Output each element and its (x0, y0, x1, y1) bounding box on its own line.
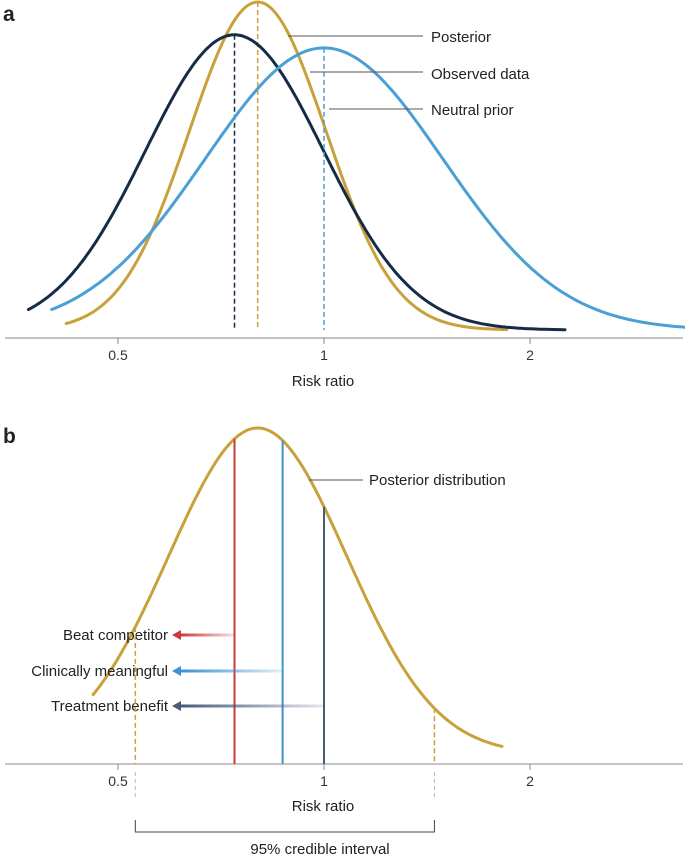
treatment-benefit-arrow-shaft (181, 704, 324, 708)
b-x-tick-label: 2 (526, 773, 534, 789)
panel-b-letter: b (3, 425, 16, 448)
a-observed-data-curve (27, 33, 567, 332)
beat-competitor-arrow-shaft (181, 633, 235, 637)
b-posterior-distribution-curve (91, 426, 504, 748)
ci-bracket (134, 820, 435, 833)
panel-b: b Beat competitor Clinically meaningful Tr… (3, 425, 683, 856)
clinically-meaningful-label: Clinically meaningful (31, 663, 168, 680)
beat-competitor-arrow-head (172, 630, 181, 640)
a-x-tick-label: 2 (526, 347, 534, 363)
credible-interval-label: 95% credible interval (250, 841, 389, 856)
panel-a: a 0.5 1 2 Risk ratio Posterior Observed da… (3, 0, 685, 390)
beat-competitor-label: Beat competitor (63, 627, 168, 644)
b-x-tick-label: 1 (320, 773, 328, 789)
b-x-tick-label: 0.5 (108, 773, 128, 789)
posterior-distribution-label: Posterior distribution (369, 472, 506, 489)
a-x-tick-label: 0.5 (108, 347, 128, 363)
clinically-meaningful-arrow-head (172, 666, 181, 676)
a-x-tick-label: 1 (320, 347, 328, 363)
treatment-benefit-arrow-head (172, 701, 181, 711)
treatment-benefit-label: Treatment benefit (51, 698, 169, 715)
clinically-meaningful-arrow-shaft (181, 669, 283, 673)
panel-a-letter: a (3, 3, 15, 26)
posterior-label: Posterior (431, 29, 491, 46)
observed-data-label: Observed data (431, 66, 530, 83)
neutral-prior-label: Neutral prior (431, 102, 514, 119)
panel-a-x-axis-title: Risk ratio (292, 373, 355, 390)
panel-b-x-axis-title: Risk ratio (292, 798, 355, 815)
a-neutral-prior-curve (50, 46, 685, 329)
a-posterior-curve (64, 0, 509, 332)
